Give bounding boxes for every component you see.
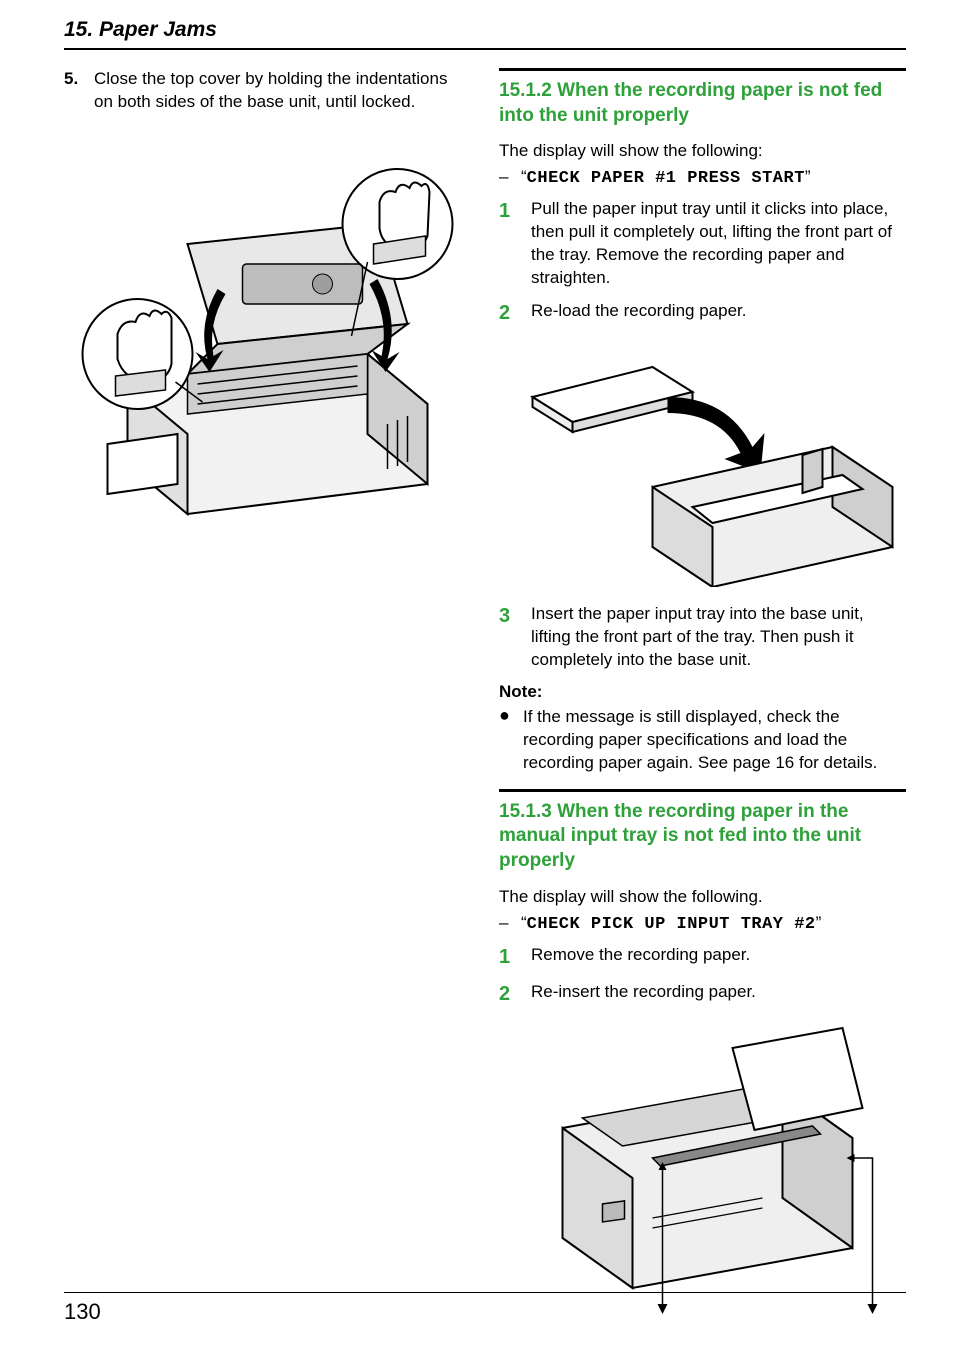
step-number: 2 — [499, 300, 521, 327]
step-number: 1 — [499, 944, 521, 971]
section-rule-1 — [499, 68, 906, 71]
step-text: Re-load the recording paper. — [531, 300, 746, 323]
step-text: Insert the paper input tray into the bas… — [531, 603, 906, 672]
step-text: Remove the recording paper. — [531, 944, 750, 967]
page-number: 130 — [64, 1299, 906, 1325]
step-number: 5. — [64, 68, 84, 91]
step-number: 2 — [499, 981, 521, 1008]
header-rule — [64, 48, 906, 50]
note-label: Note: — [499, 682, 906, 702]
sec2-intro: The display will show the following. — [499, 886, 906, 909]
display-message-1: “CHECK PAPER #1 PRESS START” — [521, 167, 811, 188]
section-15-1-3-title: 15.1.3 When the recording paper in the m… — [499, 800, 906, 874]
figure-manual-tray — [499, 1018, 906, 1318]
sec1-step-3: 3 Insert the paper input tray into the b… — [499, 603, 906, 672]
step-number: 1 — [499, 198, 521, 225]
sec1-step-1: 1 Pull the paper input tray until it cli… — [499, 198, 906, 290]
display-message-2: “CHECK PICK UP INPUT TRAY #2” — [521, 913, 821, 934]
step-number: 3 — [499, 603, 521, 630]
sec1-intro: The display will show the following: — [499, 140, 906, 163]
footer-rule — [64, 1292, 906, 1293]
sec2-step-1: 1 Remove the recording paper. — [499, 944, 906, 971]
figure-reload-paper — [499, 337, 906, 587]
step-text: Re-insert the recording paper. — [531, 981, 756, 1004]
dash-icon: – — [499, 167, 511, 187]
step-text: Pull the paper input tray until it click… — [531, 198, 906, 290]
step-text: Close the top cover by holding the inden… — [94, 68, 471, 114]
dash-icon: – — [499, 913, 511, 933]
left-column: 5. Close the top cover by holding the in… — [64, 68, 471, 1318]
bullet-icon: ● — [499, 706, 513, 726]
page-footer: 130 — [64, 1292, 906, 1325]
right-column: 15.1.2 When the recording paper is not f… — [499, 68, 906, 1318]
sec1-display-line: – “CHECK PAPER #1 PRESS START” — [499, 167, 906, 188]
section-15-1-2-title: 15.1.2 When the recording paper is not f… — [499, 79, 906, 128]
step-5: 5. Close the top cover by holding the in… — [64, 68, 471, 114]
figure-close-cover — [64, 124, 471, 524]
note-bullet: ● If the message is still displayed, che… — [499, 706, 906, 775]
sec1-step-2: 2 Re-load the recording paper. — [499, 300, 906, 327]
sec2-display-line: – “CHECK PICK UP INPUT TRAY #2” — [499, 913, 906, 934]
note-text: If the message is still displayed, check… — [523, 706, 906, 775]
section-rule-2 — [499, 789, 906, 792]
sec2-step-2: 2 Re-insert the recording paper. — [499, 981, 906, 1008]
chapter-header: 15. Paper Jams — [64, 18, 906, 48]
